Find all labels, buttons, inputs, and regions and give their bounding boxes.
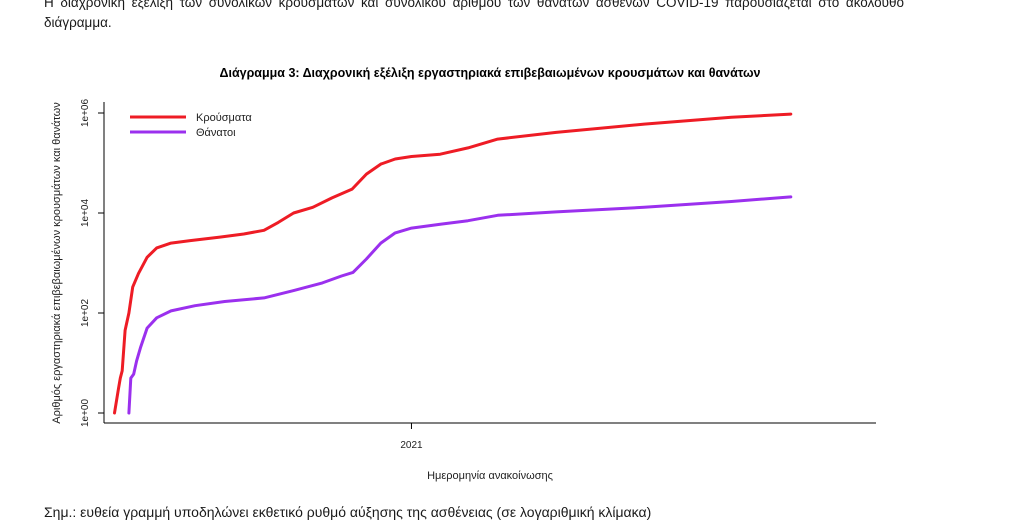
y-axis-label: Αριθμός εργαστηριακά επιβεβαιωμένων κρου… — [51, 102, 63, 424]
legend-label: Κρούσματα — [196, 112, 252, 124]
y-tick-label: 1e+04 — [80, 199, 91, 228]
y-tick-label: 1e+00 — [80, 399, 91, 428]
x-axis-label: Ημερομηνία ανακοίνωσης — [427, 470, 553, 482]
plot-area: 1e+00 1e+02 1e+04 1e+06 2021 Κρούσματα Θάνατ… — [80, 99, 876, 451]
y-tick-label: 1e+06 — [80, 99, 91, 128]
deaths-line — [127, 195, 793, 415]
legend-label: Θάνατοι — [196, 127, 236, 139]
footnote: Σημ.: ευθεία γραμμή υποδηλώνει εκθετικό … — [44, 504, 652, 520]
y-tick-label: 1e+02 — [80, 299, 91, 328]
intro-paragraph: Η διαχρονική εξέλιξη των συνολικών κρουσ… — [44, 0, 904, 30]
x-tick-label: 2021 — [400, 440, 423, 451]
cases-line — [113, 112, 793, 415]
chart-title: Διάγραμμα 3: Διαχρονική εξέλιξη εργαστηρ… — [219, 66, 760, 80]
